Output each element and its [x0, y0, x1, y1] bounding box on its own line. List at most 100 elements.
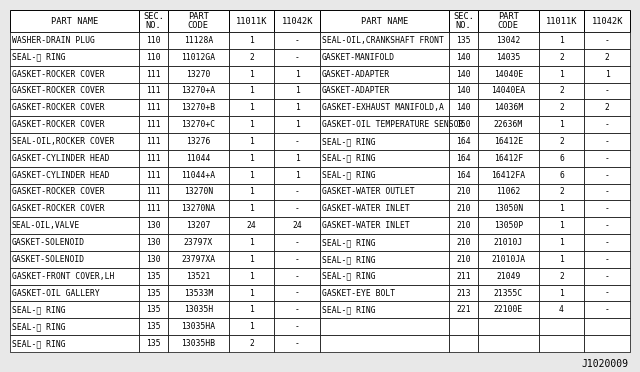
- Bar: [10, 251, 139, 268]
- Text: GASKET-CYLINDER HEAD: GASKET-CYLINDER HEAD: [12, 171, 109, 180]
- Bar: [10, 150, 139, 167]
- Text: 13270+C: 13270+C: [181, 120, 216, 129]
- Text: PART
CODE: PART CODE: [188, 12, 209, 31]
- Bar: [10, 66, 139, 83]
- Text: 135: 135: [456, 36, 470, 45]
- Text: SEAL- RING: SEAL- RING: [322, 238, 376, 247]
- Bar: [449, 318, 478, 335]
- Text: -: -: [295, 255, 300, 264]
- Bar: [320, 183, 449, 201]
- Text: 13270: 13270: [186, 70, 211, 78]
- Text: 1: 1: [295, 86, 300, 96]
- Text: -: -: [295, 204, 300, 214]
- Bar: [139, 66, 168, 83]
- Text: 1: 1: [249, 255, 254, 264]
- Bar: [478, 301, 538, 318]
- Text: 1: 1: [249, 238, 254, 247]
- Bar: [275, 234, 320, 251]
- Text: SEAL- RING: SEAL- RING: [12, 339, 66, 348]
- Bar: [449, 83, 478, 99]
- Bar: [478, 10, 538, 32]
- Bar: [538, 234, 584, 251]
- Text: 14040E: 14040E: [493, 70, 523, 78]
- Bar: [275, 150, 320, 167]
- Bar: [168, 10, 228, 32]
- Text: SEC.
NO.: SEC. NO.: [143, 12, 164, 31]
- Bar: [168, 32, 228, 49]
- Text: 135: 135: [146, 339, 161, 348]
- Text: -: -: [605, 171, 610, 180]
- Bar: [584, 201, 630, 217]
- Bar: [449, 234, 478, 251]
- Text: 164: 164: [456, 137, 470, 146]
- Text: 1: 1: [249, 70, 254, 78]
- Bar: [584, 285, 630, 301]
- Bar: [449, 251, 478, 268]
- Text: SEAL- RING: SEAL- RING: [322, 137, 376, 146]
- Text: 1: 1: [559, 289, 564, 298]
- Text: 13521: 13521: [186, 272, 211, 281]
- Text: -: -: [605, 305, 610, 314]
- Bar: [275, 318, 320, 335]
- Text: -: -: [605, 289, 610, 298]
- Text: 1: 1: [295, 154, 300, 163]
- Text: -: -: [605, 272, 610, 281]
- Text: SEAL- RING: SEAL- RING: [322, 154, 376, 163]
- Bar: [584, 99, 630, 116]
- Text: 11044: 11044: [186, 154, 211, 163]
- Bar: [168, 83, 228, 99]
- Bar: [139, 183, 168, 201]
- Bar: [478, 66, 538, 83]
- Bar: [584, 251, 630, 268]
- Text: 16412E: 16412E: [493, 137, 523, 146]
- Bar: [449, 150, 478, 167]
- Text: GASKET-OIL GALLERY: GASKET-OIL GALLERY: [12, 289, 100, 298]
- Bar: [139, 251, 168, 268]
- Bar: [538, 133, 584, 150]
- Text: 213: 213: [456, 289, 470, 298]
- Bar: [320, 234, 449, 251]
- Bar: [275, 217, 320, 234]
- Text: 111: 111: [146, 154, 161, 163]
- Bar: [168, 234, 228, 251]
- Bar: [139, 99, 168, 116]
- Bar: [139, 318, 168, 335]
- Bar: [10, 201, 139, 217]
- Bar: [538, 83, 584, 99]
- Text: 6: 6: [559, 171, 564, 180]
- Bar: [449, 133, 478, 150]
- Text: 140: 140: [456, 103, 470, 112]
- Text: -: -: [605, 187, 610, 196]
- Text: 1: 1: [249, 187, 254, 196]
- Bar: [139, 201, 168, 217]
- Text: GASKET-ROCKER COVER: GASKET-ROCKER COVER: [12, 70, 104, 78]
- Bar: [139, 217, 168, 234]
- Text: 2: 2: [559, 272, 564, 281]
- Text: 21049: 21049: [496, 272, 520, 281]
- Bar: [478, 183, 538, 201]
- Bar: [228, 268, 275, 285]
- Text: 2: 2: [559, 187, 564, 196]
- Bar: [449, 217, 478, 234]
- Text: 1: 1: [559, 36, 564, 45]
- Bar: [538, 285, 584, 301]
- Bar: [168, 301, 228, 318]
- Text: 130: 130: [146, 255, 161, 264]
- Text: 210: 210: [456, 255, 470, 264]
- Text: -: -: [605, 86, 610, 96]
- Text: 1: 1: [249, 171, 254, 180]
- Bar: [275, 285, 320, 301]
- Bar: [449, 10, 478, 32]
- Bar: [449, 32, 478, 49]
- Bar: [168, 268, 228, 285]
- Text: 210: 210: [456, 187, 470, 196]
- Text: 13533M: 13533M: [184, 289, 213, 298]
- Bar: [168, 133, 228, 150]
- Text: GASKET-ROCKER COVER: GASKET-ROCKER COVER: [12, 86, 104, 96]
- Text: GASKET-ADAPTER: GASKET-ADAPTER: [322, 86, 390, 96]
- Bar: [320, 167, 449, 183]
- Bar: [275, 183, 320, 201]
- Bar: [168, 217, 228, 234]
- Text: SEAL- RING: SEAL- RING: [322, 255, 376, 264]
- Bar: [10, 268, 139, 285]
